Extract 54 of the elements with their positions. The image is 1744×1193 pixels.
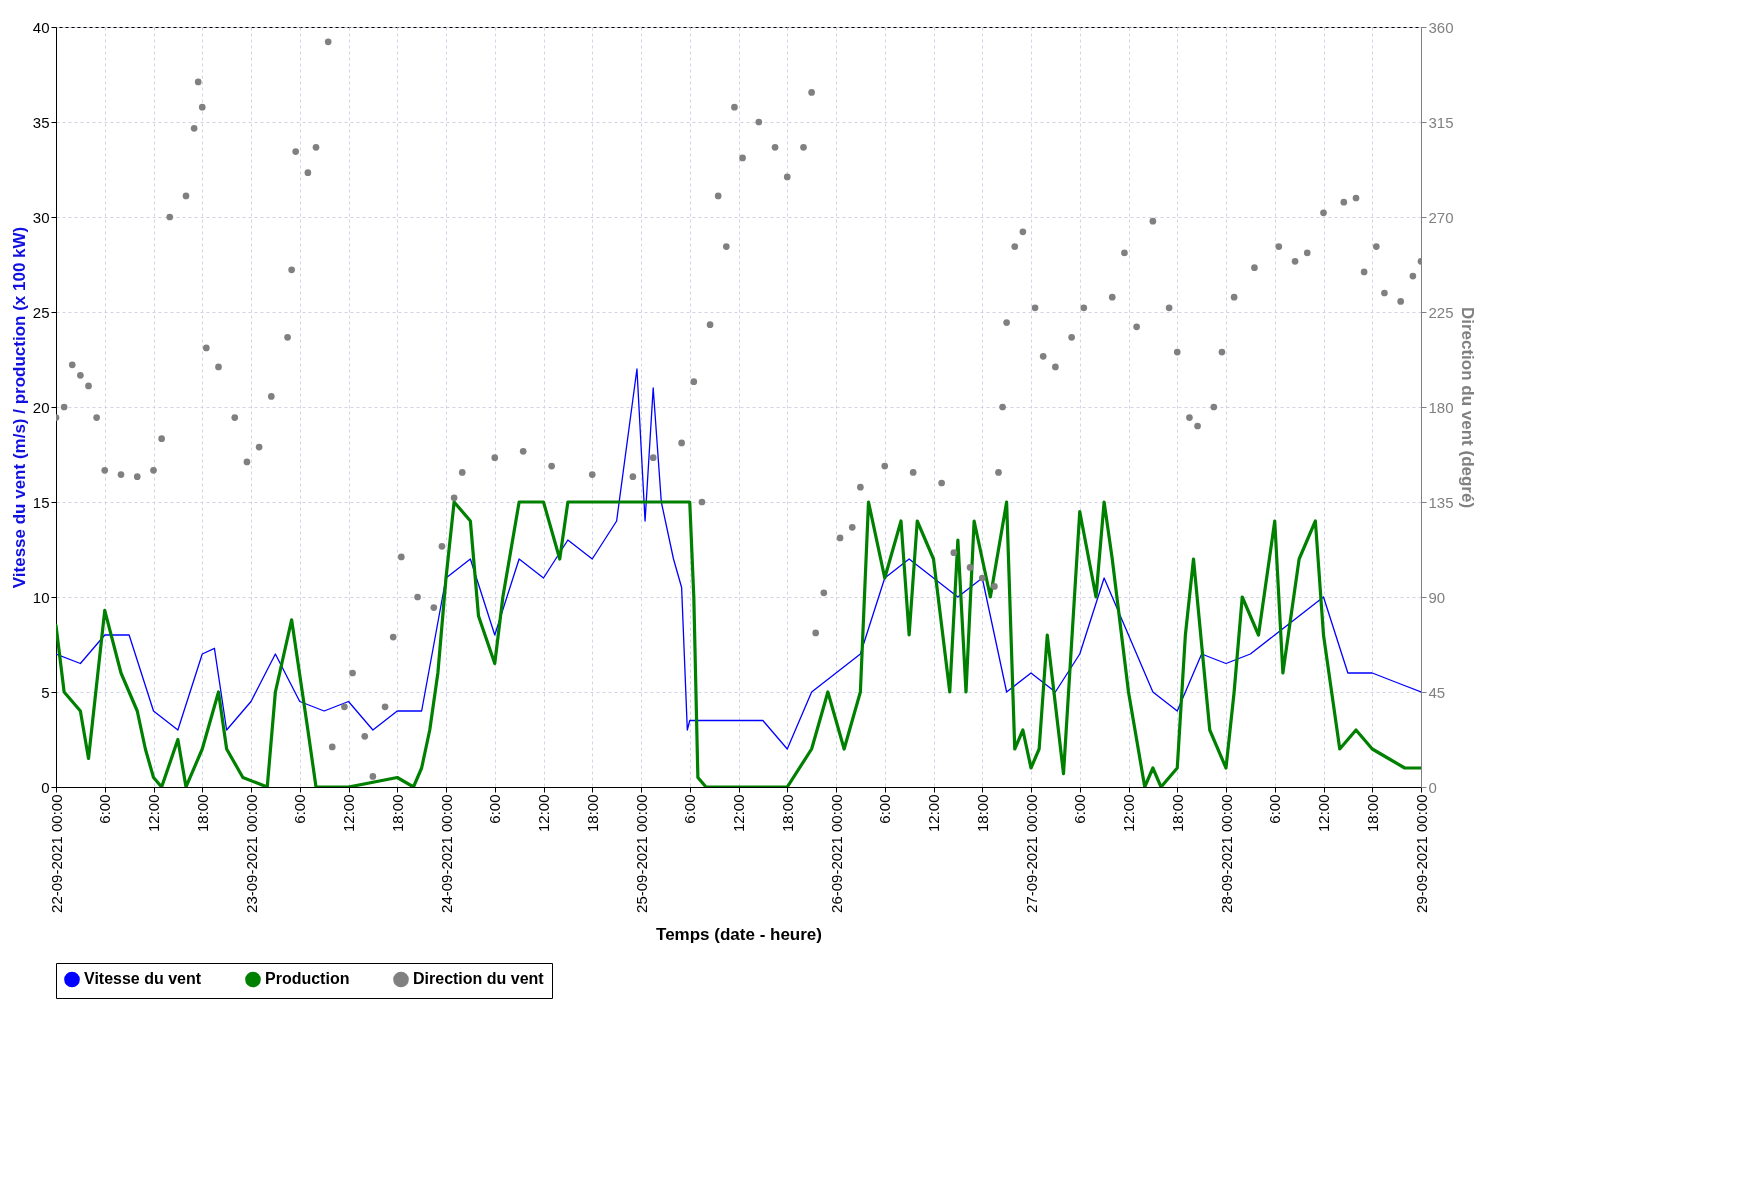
y-tick-label: 30 <box>32 208 50 226</box>
legend-label: Direction du vent <box>413 970 545 988</box>
x-tick-label: 29-09-2021 00:00 <box>1412 794 1430 913</box>
y2-tick-label: 315 <box>1428 113 1454 131</box>
line-series <box>56 368 1421 750</box>
x-tick-label: 12:00 <box>1315 794 1332 833</box>
y2-tick-label: 180 <box>1428 398 1454 416</box>
y-tick-label: 25 <box>32 303 50 321</box>
y2-tick-label: 270 <box>1428 208 1454 226</box>
x-tick-label: 6:00 <box>1071 794 1089 824</box>
y-tick-label: 20 <box>32 398 50 416</box>
legend-label: Vitesse du vent <box>84 970 202 988</box>
x-tick-label: 18:00 <box>778 794 796 833</box>
y2-tick-label: 225 <box>1428 303 1454 321</box>
y-tick-label: 35 <box>32 113 50 131</box>
y-tick-label: 10 <box>32 588 50 606</box>
y-tick-label: 40 <box>32 18 50 36</box>
x-tick-label: 18:00 <box>193 794 211 833</box>
x-tick-label: 18:00 <box>583 794 601 833</box>
y2-tick-label: 0 <box>1428 778 1437 796</box>
x-tick-label: 12:00 <box>340 794 357 833</box>
y-tick-label: 0 <box>41 778 50 796</box>
x-tick-label: 18:00 <box>1363 794 1381 833</box>
x-tick-label: 18:00 <box>1168 794 1186 833</box>
y2-tick-label: 360 <box>1428 18 1454 36</box>
x-tick-label: 27-09-2021 00:00 <box>1022 794 1040 913</box>
y-tick-label: 15 <box>32 493 50 511</box>
y2-tick-label: 45 <box>1428 683 1446 701</box>
x-tick-label: 6:00 <box>96 794 114 824</box>
x-tick-label: 6:00 <box>876 794 894 824</box>
y2-tick-label: 90 <box>1428 588 1446 606</box>
x-tick-label: 24-09-2021 00:00 <box>437 794 455 913</box>
x-tick-label: 23-09-2021 00:00 <box>242 794 260 913</box>
x-tick-label: 12:00 <box>730 794 747 833</box>
x-tick-label: 6:00 <box>486 794 504 824</box>
x-axis-title: Temps (date - heure) <box>656 924 822 944</box>
x-tick-label: 6:00 <box>681 794 699 824</box>
x-tick-label: 25-09-2021 00:00 <box>632 794 650 913</box>
x-tick-label: 6:00 <box>1266 794 1284 824</box>
x-tick-label: 22-09-2021 00:00 <box>47 794 65 913</box>
x-tick-label: 12:00 <box>925 794 942 833</box>
x-tick-label: 18:00 <box>973 794 991 833</box>
y2-axis-title: Direction du vent (degré) <box>1457 306 1477 509</box>
x-tick-label: 12:00 <box>535 794 552 833</box>
y-tick-label: 5 <box>41 683 50 701</box>
legend-label: Production <box>265 970 350 988</box>
x-tick-label: 12:00 <box>1120 794 1137 833</box>
y2-tick-label: 135 <box>1428 493 1454 511</box>
x-tick-label: 18:00 <box>388 794 406 833</box>
x-tick-label: 26-09-2021 00:00 <box>827 794 845 913</box>
y-axis-title: Vitesse du vent (m/s) / production (x 100 kW) <box>9 226 29 589</box>
x-tick-label: 12:00 <box>145 794 162 833</box>
x-tick-label: 28-09-2021 00:00 <box>1217 794 1235 913</box>
x-tick-label: 6:00 <box>291 794 309 824</box>
